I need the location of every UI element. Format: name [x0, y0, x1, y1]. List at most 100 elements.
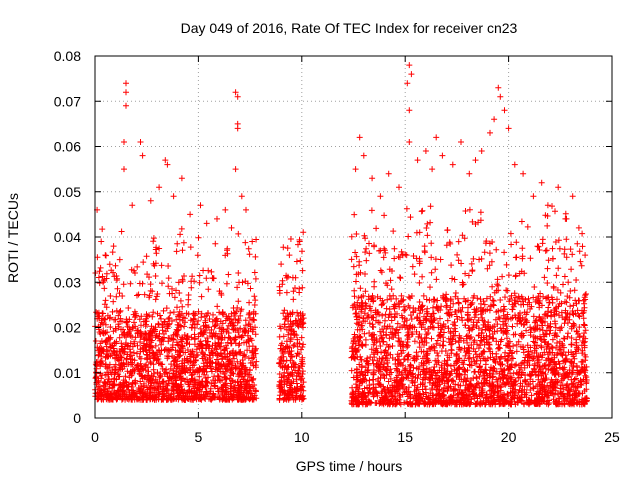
data-point — [583, 291, 589, 297]
data-point — [140, 259, 147, 266]
data-point — [202, 319, 209, 326]
data-point — [195, 234, 202, 241]
data-point — [458, 308, 465, 315]
data-point — [143, 311, 150, 318]
data-point — [159, 324, 166, 331]
data-point — [112, 316, 119, 323]
data-point — [284, 377, 291, 383]
data-point — [104, 329, 111, 336]
data-point — [173, 326, 180, 333]
data-point — [231, 325, 238, 332]
data-point — [213, 356, 220, 363]
data-point — [101, 301, 108, 308]
data-point — [242, 317, 249, 324]
data-point — [251, 269, 258, 276]
data-point — [150, 384, 157, 391]
data-point — [357, 353, 364, 360]
data-point — [276, 333, 283, 340]
data-point — [502, 349, 509, 356]
data-point — [210, 311, 216, 318]
data-point — [290, 288, 297, 295]
data-point — [141, 291, 148, 298]
data-point — [112, 325, 119, 332]
data-point — [216, 343, 223, 350]
data-point — [191, 359, 197, 366]
data-point — [416, 229, 423, 236]
data-point — [190, 395, 197, 402]
data-point — [107, 324, 114, 330]
data-point — [223, 353, 229, 360]
data-point — [165, 335, 172, 341]
data-point — [173, 386, 180, 393]
data-point — [151, 262, 158, 269]
y-tick-label: 0.04 — [54, 229, 81, 245]
data-point — [563, 215, 570, 222]
data-point — [527, 329, 534, 336]
data-point — [123, 80, 129, 87]
data-point — [125, 305, 132, 311]
data-point — [126, 328, 133, 334]
data-point — [549, 203, 555, 210]
data-point — [99, 310, 106, 317]
data-point — [199, 345, 206, 352]
data-point — [189, 321, 196, 328]
data-point — [208, 365, 215, 372]
data-point — [154, 355, 161, 362]
data-point — [567, 288, 574, 294]
data-point — [298, 334, 305, 341]
data-point — [92, 390, 99, 397]
data-point — [97, 340, 104, 347]
data-point — [575, 297, 582, 304]
data-point — [416, 310, 423, 317]
data-point — [113, 351, 120, 358]
data-point — [209, 275, 216, 281]
data-point — [497, 354, 504, 361]
data-point — [140, 340, 147, 347]
x-tick-label: 0 — [91, 429, 99, 445]
data-point — [576, 248, 583, 255]
data-point — [102, 378, 108, 385]
data-point — [142, 346, 149, 353]
data-point — [219, 355, 226, 362]
data-point — [171, 363, 178, 369]
data-point — [194, 252, 201, 259]
data-point — [236, 333, 243, 340]
data-point — [539, 236, 546, 243]
data-point — [229, 360, 236, 367]
data-point — [494, 328, 501, 335]
data-point — [570, 302, 577, 309]
data-point — [232, 316, 239, 323]
data-point — [215, 339, 222, 346]
data-point — [176, 290, 183, 296]
data-point — [422, 326, 429, 333]
data-point — [442, 348, 449, 354]
data-point — [101, 285, 108, 292]
data-point — [109, 249, 116, 256]
data-point — [292, 285, 298, 291]
data-point — [99, 226, 106, 233]
data-point — [227, 380, 234, 387]
data-point — [568, 266, 575, 273]
data-point — [569, 251, 576, 258]
data-point — [501, 107, 508, 114]
data-point — [366, 250, 373, 257]
data-point — [138, 373, 145, 380]
data-point — [232, 364, 239, 371]
data-point — [430, 304, 436, 311]
data-point — [132, 310, 139, 317]
data-point — [120, 281, 127, 288]
data-point — [503, 261, 510, 268]
x-axis-label: GPS time / hours — [296, 458, 403, 474]
data-point — [176, 374, 183, 381]
data-point — [149, 350, 156, 357]
data-point — [538, 179, 545, 186]
data-point — [223, 342, 229, 349]
data-point — [428, 269, 435, 276]
data-point — [208, 333, 215, 340]
data-point — [195, 317, 202, 324]
data-point — [357, 285, 364, 292]
data-point — [204, 335, 211, 341]
data-point — [459, 317, 466, 324]
data-point — [102, 252, 109, 259]
data-point — [143, 331, 150, 338]
